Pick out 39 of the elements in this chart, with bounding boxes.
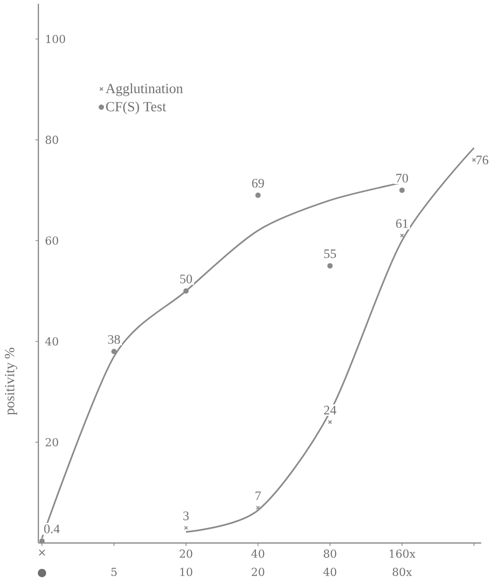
x-tick-label: × [38, 550, 46, 556]
text: 10 [180, 568, 192, 576]
point [39, 538, 45, 544]
y-tick-label: 40 [45, 337, 58, 346]
text: 40 [323, 568, 336, 576]
point [327, 263, 333, 268]
point [183, 288, 189, 294]
data-label: 70 [396, 174, 408, 183]
data-label: 7 [256, 492, 261, 500]
data-label: 69 [252, 178, 264, 188]
legend-label: Agglutination [106, 83, 183, 96]
point [111, 348, 117, 354]
y-axis-title: positivity % [4, 348, 18, 415]
legend-label: CF(S) Test [106, 102, 166, 114]
y-tick-label: 60 [46, 236, 58, 245]
data-label: 3 [183, 512, 189, 520]
text: ● [38, 568, 46, 578]
text: 5 [111, 568, 117, 576]
data-label: 61 [396, 219, 408, 228]
data-label: 76 [476, 156, 488, 164]
y-tick-label: 20 [46, 438, 58, 446]
point [255, 192, 261, 198]
y-tick-label: 100 [46, 34, 66, 44]
x-tick-label: 20 [180, 550, 192, 558]
point [400, 234, 404, 238]
point [399, 188, 405, 193]
text: 80x [392, 568, 412, 576]
data-label: 55 [324, 250, 336, 258]
point [472, 158, 476, 162]
x-tick-label: 40 [251, 550, 264, 558]
y-tick-label: 80 [46, 136, 58, 144]
data-label: 0.4 [44, 524, 60, 534]
text: 20 [252, 568, 264, 576]
x-tick-label: 160x [390, 550, 416, 558]
point [328, 420, 332, 424]
data-label: 38 [108, 335, 120, 344]
x-tick-label: 80 [324, 550, 336, 558]
data-label: 50 [180, 274, 192, 284]
data-label: 24 [324, 406, 336, 414]
